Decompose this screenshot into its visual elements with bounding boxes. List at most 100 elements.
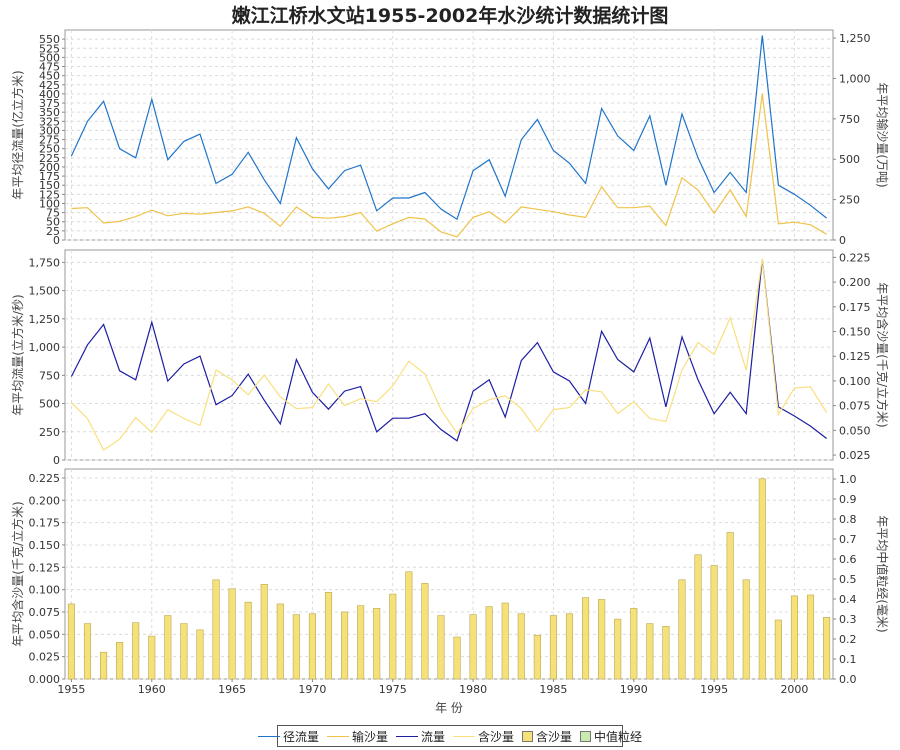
y-left-axis-label: 年平均含沙量(千克/立方米) bbox=[10, 501, 25, 646]
y-left-tick-label: 1,500 bbox=[29, 285, 61, 298]
bar bbox=[437, 615, 445, 680]
y-right-tick-label: 0.7 bbox=[839, 533, 857, 546]
y-right-tick-label: 1,250 bbox=[839, 32, 871, 45]
legend-swatch bbox=[257, 735, 280, 737]
y-left-tick-label: 0 bbox=[53, 234, 60, 247]
bar bbox=[453, 636, 461, 680]
bar bbox=[662, 625, 670, 680]
y-left-tick-label: 275 bbox=[39, 134, 60, 147]
bar bbox=[806, 594, 815, 680]
y-right-tick-label: 0 bbox=[839, 234, 846, 247]
bar bbox=[389, 593, 397, 680]
bar bbox=[549, 615, 557, 680]
y-right-tick-label: 0.3 bbox=[839, 613, 857, 626]
y-right-tick-label: 0.5 bbox=[839, 573, 857, 586]
y-left-tick-label: 1,000 bbox=[29, 341, 61, 354]
legend-item: 含沙量 bbox=[453, 728, 514, 745]
chart-title: 嫩江江桥水文站1955-2002年水沙统计数据统计图 bbox=[231, 5, 669, 27]
y-left-tick-label: 0.200 bbox=[29, 494, 61, 507]
bar bbox=[501, 602, 509, 680]
y-right-tick-label: 750 bbox=[839, 113, 860, 126]
bar bbox=[148, 635, 156, 680]
y-right-tick-label: 0.075 bbox=[839, 400, 871, 413]
series-line-left bbox=[70, 258, 827, 442]
y-left-tick-label: 300 bbox=[39, 124, 60, 137]
y-right-tick-label: 0.9 bbox=[839, 493, 857, 506]
y-right-axis-label: 年平均输沙量(万吨) bbox=[875, 82, 890, 187]
x-tick-label: 1990 bbox=[620, 683, 648, 696]
y-left-tick-label: 175 bbox=[39, 170, 60, 183]
y-left-tick-label: 0.100 bbox=[29, 584, 61, 597]
bar bbox=[598, 599, 606, 680]
bar bbox=[742, 579, 750, 680]
series-line-right bbox=[70, 258, 828, 451]
y-left-tick-label: 1,250 bbox=[29, 313, 61, 326]
legend-swatch bbox=[453, 735, 475, 737]
y-left-tick-label: 50 bbox=[46, 216, 60, 229]
y-left-tick-label: 0.025 bbox=[29, 651, 61, 664]
bar bbox=[196, 629, 204, 680]
bar bbox=[726, 532, 734, 680]
bar bbox=[421, 583, 429, 680]
bar bbox=[83, 623, 92, 680]
legend-label: 含沙量 bbox=[536, 729, 573, 744]
x-tick-label: 1955 bbox=[57, 683, 85, 696]
bar bbox=[565, 613, 574, 680]
bar bbox=[292, 614, 300, 680]
x-tick-label: 1960 bbox=[138, 683, 166, 696]
y-right-tick-label: 0.2 bbox=[839, 633, 857, 646]
plot-area bbox=[64, 249, 834, 461]
legend-swatch bbox=[326, 735, 349, 737]
x-tick-label: 2000 bbox=[780, 683, 808, 696]
legend-item: 含沙量 bbox=[522, 728, 572, 745]
y-left-tick-label: 200 bbox=[39, 161, 60, 174]
y-left-axis-label: 年平均流量(立方米/秒) bbox=[10, 294, 25, 415]
y-right-tick-label: 250 bbox=[839, 194, 860, 207]
bar bbox=[646, 623, 654, 680]
bar bbox=[308, 613, 316, 680]
legend-item: 输沙量 bbox=[326, 728, 388, 745]
y-left-tick-label: 0.175 bbox=[29, 517, 61, 530]
y-left-tick-label: 0 bbox=[53, 454, 60, 467]
bar bbox=[774, 619, 782, 680]
bar bbox=[324, 592, 333, 680]
legend-item: 流量 bbox=[395, 728, 445, 745]
bar bbox=[132, 622, 140, 680]
y-right-tick-label: 0.8 bbox=[839, 513, 857, 526]
bar bbox=[276, 603, 284, 680]
y-left-tick-label: 750 bbox=[39, 369, 60, 382]
bar bbox=[260, 583, 268, 680]
x-tick-label: 1975 bbox=[379, 683, 407, 696]
y-left-tick-label: 350 bbox=[39, 106, 60, 119]
y-right-tick-label: 0.0 bbox=[839, 673, 857, 686]
bar bbox=[614, 618, 622, 680]
x-axis-label: 年 份 bbox=[435, 701, 463, 715]
legend-label: 流量 bbox=[420, 729, 445, 744]
bar bbox=[212, 579, 220, 680]
legend-label: 输沙量 bbox=[351, 729, 388, 744]
bar bbox=[533, 634, 541, 680]
y-right-tick-label: 0.200 bbox=[839, 276, 871, 289]
y-left-tick-label: 125 bbox=[39, 188, 60, 201]
legend-label: 径流量 bbox=[282, 729, 319, 744]
y-right-tick-label: 0.125 bbox=[839, 350, 871, 363]
bar bbox=[164, 615, 172, 680]
y-right-axis-label: 年平均中值粒经(毫米) bbox=[875, 515, 890, 632]
y-right-tick-label: 0.4 bbox=[839, 593, 857, 606]
y-right-tick-label: 0.050 bbox=[839, 424, 871, 437]
legend-swatch bbox=[395, 735, 418, 737]
y-right-tick-label: 1.0 bbox=[839, 473, 857, 486]
y-left-axis-label: 年平均径流量(亿立方米) bbox=[10, 70, 25, 199]
bar bbox=[694, 554, 702, 680]
y-right-tick-label: 500 bbox=[839, 153, 860, 166]
bar bbox=[228, 588, 236, 680]
bar bbox=[357, 605, 365, 680]
bar bbox=[790, 595, 798, 680]
y-right-tick-label: 0.150 bbox=[839, 326, 871, 339]
y-left-tick-label: 525 bbox=[39, 42, 60, 55]
y-right-axis-label: 年平均含沙量(千克/立方米) bbox=[875, 282, 890, 427]
legend-label: 含沙量 bbox=[478, 729, 515, 744]
y-right-tick-label: 0.100 bbox=[839, 375, 871, 388]
y-left-tick-label: 0.075 bbox=[29, 606, 61, 619]
y-left-tick-label: 375 bbox=[39, 97, 60, 110]
